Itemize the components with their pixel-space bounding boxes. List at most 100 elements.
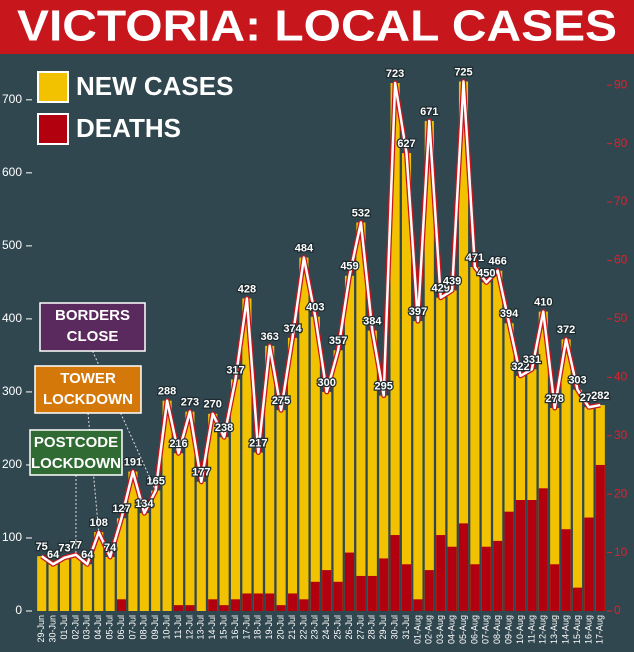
- value-label: 75: [36, 541, 48, 553]
- death-bar: [390, 535, 400, 611]
- death-bar: [367, 575, 377, 611]
- x-tick-label: 10-Aug: [515, 615, 525, 644]
- death-bar: [230, 599, 241, 611]
- value-label: 191: [124, 456, 142, 468]
- y2-tick-label: 20: [614, 486, 628, 500]
- annotation-text: BORDERS: [55, 307, 130, 324]
- case-bar: [458, 81, 469, 612]
- case-bar: [322, 391, 332, 611]
- annotation-box: [39, 302, 146, 352]
- value-label: 77: [70, 540, 82, 552]
- value-label: 532: [352, 207, 370, 219]
- value-label: 282: [591, 390, 609, 402]
- case-bar: [265, 345, 275, 611]
- legend: NEW CASES DEATHS: [37, 71, 233, 145]
- case-bar: [550, 407, 560, 611]
- annotation-text: CLOSE: [67, 328, 119, 345]
- x-tick-label: 07-Jul: [127, 615, 137, 640]
- value-label: 317: [226, 364, 244, 376]
- x-tick-label: 03-Aug: [435, 615, 445, 644]
- case-bar: [71, 554, 81, 611]
- death-bar: [242, 593, 252, 611]
- x-tick-label: 09-Aug: [503, 615, 513, 644]
- x-tick-label: 17-Jul: [241, 615, 251, 640]
- x-tick-label: 29-Jul: [378, 615, 388, 640]
- x-tick-label: 02-Jul: [70, 615, 80, 640]
- value-label: 471: [466, 252, 484, 264]
- x-tick-label: 11-Jul: [173, 615, 183, 639]
- value-label: 322: [511, 361, 529, 373]
- case-bar: [401, 153, 412, 611]
- death-bar: [572, 587, 583, 611]
- death-bar: [436, 535, 446, 611]
- x-tick-label: 16-Aug: [583, 615, 593, 644]
- case-bar: [299, 257, 309, 611]
- case-bar: [162, 400, 172, 611]
- x-tick-label: 08-Jul: [139, 615, 149, 640]
- x-tick-label: 13-Jul: [196, 615, 206, 640]
- death-bar: [401, 564, 412, 611]
- value-label: 450: [477, 267, 495, 279]
- value-label: 275: [272, 395, 290, 407]
- case-bar: [515, 375, 526, 611]
- y2-tick-label: 70: [614, 194, 628, 208]
- case-bar: [584, 407, 594, 611]
- x-tick-label: 04-Jul: [93, 615, 103, 640]
- value-label: 303: [568, 375, 586, 387]
- y2-tick-label: 90: [614, 77, 628, 91]
- x-tick-label: 05-Aug: [458, 615, 468, 644]
- annotation-box: [29, 429, 123, 476]
- case-bar: [470, 267, 480, 611]
- death-bar: [413, 599, 423, 611]
- legend-label: DEATHS: [76, 113, 181, 143]
- case-bar: [424, 120, 434, 612]
- value-label: 459: [340, 261, 358, 273]
- value-label: 108: [90, 517, 108, 529]
- y2-tick-label: 0: [614, 603, 621, 617]
- case-bar: [208, 413, 218, 611]
- value-label: 403: [306, 302, 324, 314]
- annotation-text: LOCKDOWN: [31, 455, 121, 472]
- case-bar: [48, 564, 58, 611]
- case-bar: [333, 350, 343, 611]
- x-tick-label: 30-Jun: [47, 615, 57, 643]
- case-bar: [493, 270, 503, 611]
- death-bar: [276, 605, 286, 611]
- x-tick-label: 09-Jul: [150, 615, 160, 640]
- y2-tick-label: 60: [614, 253, 628, 267]
- case-bar: [59, 557, 70, 611]
- case-bar: [276, 410, 286, 611]
- y2-tick-label: 30: [614, 428, 628, 442]
- case-bar: [390, 83, 400, 612]
- death-bar: [265, 593, 275, 611]
- value-label: 64: [81, 549, 94, 561]
- legend-label: NEW CASES: [76, 71, 233, 101]
- title-banner: [0, 0, 634, 54]
- case-bar: [344, 275, 355, 611]
- case-bar: [116, 518, 127, 611]
- case-bar: [572, 389, 583, 611]
- case-bar: [196, 481, 206, 611]
- annotation-box: [34, 365, 142, 414]
- x-tick-label: 01-Aug: [412, 615, 422, 644]
- death-bar: [538, 488, 548, 611]
- death-bar: [344, 552, 355, 611]
- death-bar: [584, 517, 594, 611]
- x-tick-label: 30-Jul: [389, 615, 399, 640]
- case-bar: [447, 290, 457, 611]
- death-bar: [493, 540, 503, 611]
- y2-tick-label: 50: [614, 311, 628, 325]
- value-label: 73: [58, 543, 70, 555]
- x-tick-label: 31-Jul: [401, 615, 411, 640]
- case-bar: [413, 321, 423, 611]
- x-tick-label: 25-Jul: [332, 615, 342, 640]
- value-label: 723: [386, 68, 404, 80]
- x-tick-label: 05-Jul: [104, 615, 114, 640]
- y-tick-label: 200: [2, 457, 22, 471]
- x-tick-label: 06-Jul: [116, 615, 126, 640]
- death-bar: [185, 605, 195, 611]
- value-label: 64: [47, 549, 60, 561]
- value-label: 627: [397, 138, 415, 150]
- x-tick-label: 19-Jul: [264, 615, 274, 640]
